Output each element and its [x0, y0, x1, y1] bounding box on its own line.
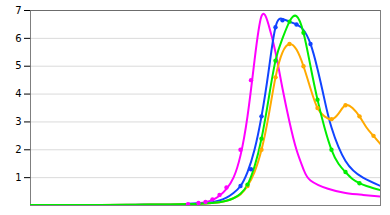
svg-text:4: 4 — [15, 88, 21, 99]
svg-text:1: 1 — [15, 172, 21, 183]
svg-text:3: 3 — [15, 116, 21, 127]
svg-text:7: 7 — [15, 5, 21, 16]
svg-text:2: 2 — [15, 144, 21, 155]
svg-text:6: 6 — [15, 33, 21, 44]
svg-text:5: 5 — [15, 60, 21, 71]
